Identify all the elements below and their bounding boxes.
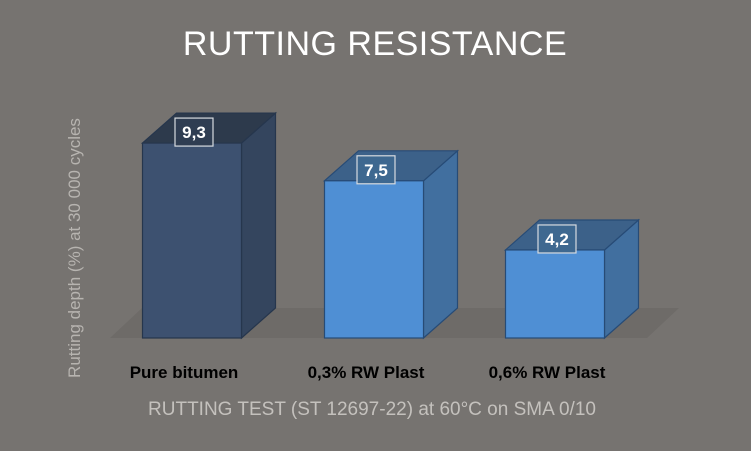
data-label: 4,2 bbox=[545, 230, 569, 249]
bar bbox=[140, 111, 278, 340]
bar-front-face bbox=[504, 249, 606, 339]
category-label: 0,6% RW Plast bbox=[489, 363, 606, 382]
category-labels-layer: Pure bitumen 0,3% RW Plast 0,6% RW Plast bbox=[130, 363, 606, 382]
bar-front-face bbox=[323, 180, 425, 339]
data-label: 9,3 bbox=[182, 123, 206, 142]
data-label: 7,5 bbox=[364, 161, 388, 180]
data-label-box bbox=[356, 155, 396, 185]
bar-side-face bbox=[240, 111, 277, 340]
chart-title: RUTTING RESISTANCE bbox=[183, 25, 567, 63]
y-axis-label: Rutting depth (%) at 30 000 cycles bbox=[65, 118, 84, 378]
data-label-box bbox=[537, 224, 577, 254]
x-axis-label: RUTTING TEST (ST 12697-22) at 60°C on SM… bbox=[148, 399, 596, 420]
data-label-box bbox=[174, 117, 214, 147]
data-labels-layer: 9,3 7,5 4,2 bbox=[174, 117, 577, 254]
category-label: 0,3% RW Plast bbox=[308, 363, 425, 382]
bar-front-face bbox=[141, 142, 243, 339]
category-label: Pure bitumen bbox=[130, 363, 239, 382]
bar-side-face bbox=[422, 149, 459, 340]
bars-layer bbox=[140, 111, 641, 340]
